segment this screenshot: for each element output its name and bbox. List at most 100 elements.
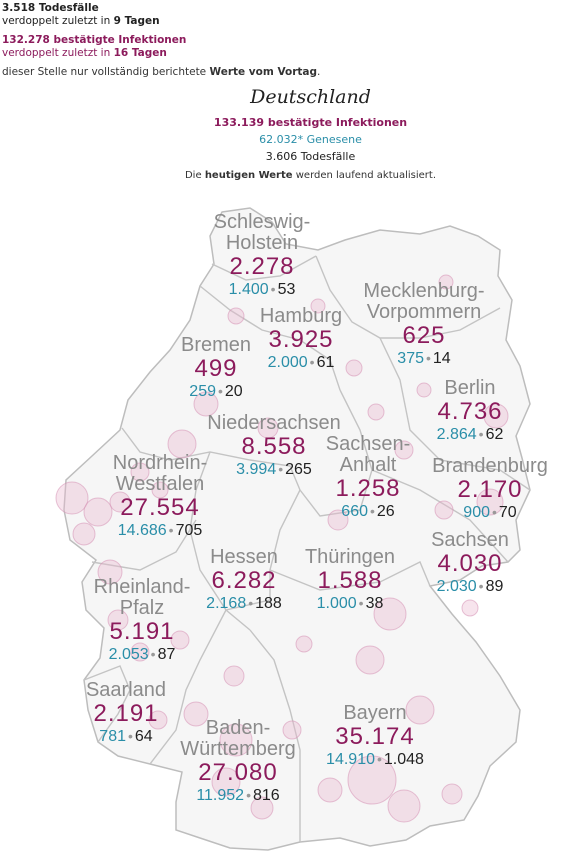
note-suffix: . [317,66,321,78]
country-shape [63,207,531,851]
state-name: Berlin [444,377,496,399]
update-bold: heutigen Werte [204,170,293,181]
state-name: Hamburg [259,305,343,327]
state-recovered: 3.994 [236,461,277,478]
state-sub: 11.952 • 816 [170,786,306,805]
border-bb [379,337,531,491]
bubble [72,522,96,546]
state-sub: 2.030 • 89 [418,577,522,596]
state-name-line1: Schleswig- [213,211,311,233]
deaths-doubling-prefix: verdoppelt zuletzt in [2,15,111,27]
germany-outline [63,207,531,851]
state-recovered: 2.053 [108,646,149,663]
state-deaths: 20 [224,383,243,400]
note-prefix: dieser Stelle nur vollständig berichtete [2,66,207,78]
state-name: Sachsen [431,529,509,551]
state-sachsen-anhalt: Sachsen- Anhalt 1.258 660 • 26 [318,434,418,521]
separator-dot: • [270,281,276,297]
separator-dot: • [376,751,382,767]
state-sub: 3.994 • 265 [196,460,352,479]
border-nrw-rp [91,519,197,571]
state-sub: 1.400 • 53 [200,280,324,299]
state-hessen: Hessen 6.282 2.168 • 188 [194,547,294,613]
state-name-line1: Rheinland- [93,576,191,598]
state-name: Bayern [343,702,407,724]
bubble [347,755,397,805]
state-sub: 1.000 • 38 [292,594,408,613]
bubble [183,701,209,727]
state-sub: 781 • 64 [76,727,176,746]
border-saar [83,665,131,743]
bubble [130,462,150,482]
state-infections: 35.174 [335,723,415,750]
separator-dot: • [248,595,254,611]
state-baden-wuerttemberg: Baden- Württemberg 27.080 11.952 • 816 [170,718,306,805]
state-name-line1: Mecklenburg- [363,280,485,302]
bubble [170,630,190,650]
state-name-line2: Vorpommern [366,301,482,323]
bubble [211,767,241,797]
state-name-line2: Holstein [225,232,299,254]
infections-doubling-prefix: verdoppelt zuletzt in [2,47,111,59]
bubble [327,509,349,531]
infections-doubling-value: 16 Tagen [113,47,167,59]
state-recovered: 375 [397,350,424,367]
state-name-line2: Pfalz [119,597,165,619]
separator-dot: • [246,787,251,803]
state-sub: 2.864 • 62 [420,425,520,444]
border-bw-by [249,629,301,842]
bubble [416,382,432,398]
separator-dot: • [478,426,484,442]
state-infections: 27.554 [120,494,200,521]
bubble [107,609,129,631]
separator-dot: • [128,728,133,744]
bubble [295,635,313,653]
bubble [151,481,169,499]
germany-map [55,207,531,851]
state-name: Bremen [180,334,252,356]
state-deaths: 70 [498,504,517,521]
state-name: Mecklenburg- Vorpommern [352,281,496,323]
state-name: Nordrhein- Westfalen [100,453,220,495]
country-recovered: 62.032* Genesene [259,133,362,146]
bubble [282,720,302,740]
state-rheinland-pfalz: Rheinland- Pfalz 5.191 2.053 • 87 [86,577,198,664]
bubble [257,417,279,439]
state-name: Thüringen [304,546,396,568]
state-recovered: 900 [463,504,490,521]
bubble [130,642,150,662]
state-bremen: Bremen 499 259 • 20 [168,335,264,401]
deaths-total: 3.518 Todesfälle [2,2,99,14]
city-bubbles [55,274,509,823]
state-deaths: 14 [432,350,451,367]
state-deaths: 705 [175,522,203,539]
bubble [367,403,385,421]
separator-dot: • [370,503,375,519]
bubble [148,710,168,730]
state-sub: 2.168 • 188 [194,594,294,613]
state-recovered: 14.910 [326,751,375,768]
state-recovered: 259 [189,383,216,400]
state-infections: 3.925 [268,326,334,353]
bubble [434,500,454,520]
state-saarland: Saarland 2.191 781 • 64 [76,680,176,746]
state-infections: 1.588 [317,567,383,594]
state-name-line2: Anhalt [339,454,397,476]
separator-dot: • [358,595,364,611]
bubble [219,723,253,757]
state-name: Saarland [85,679,167,701]
separator-dot: • [150,646,156,662]
state-infections: 1.258 [335,475,401,502]
bubble [193,391,219,417]
state-sachsen: Sachsen 4.030 2.030 • 89 [418,530,522,596]
state-name: Baden- Württemberg [170,718,306,760]
state-sub: 900 • 70 [422,503,558,522]
state-mecklenburg-vorpommern: Mecklenburg- Vorpommern 625 375 • 14 [352,281,496,368]
state-deaths: 38 [365,595,384,612]
state-infections: 27.080 [198,759,278,786]
state-deaths: 1.048 [383,751,424,768]
bubble [310,298,326,314]
state-recovered: 1.400 [228,281,269,298]
bubble [109,491,131,513]
state-name: Schleswig- Holstein [200,212,324,254]
